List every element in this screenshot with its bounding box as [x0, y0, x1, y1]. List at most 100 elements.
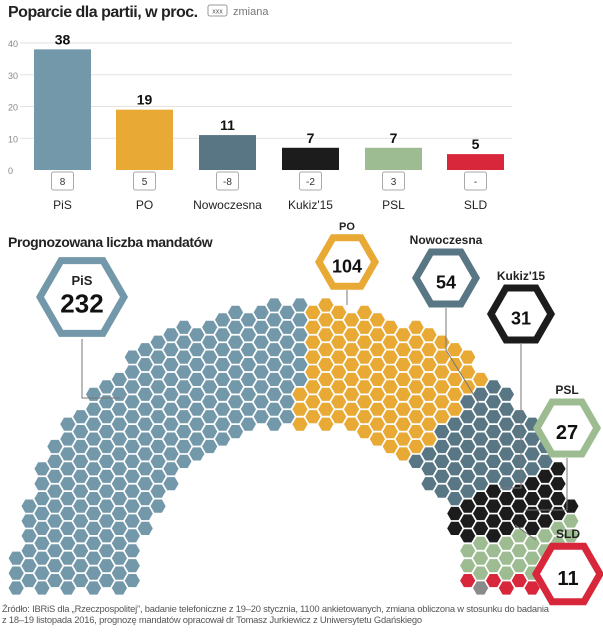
seat-kukiz15 — [460, 499, 476, 513]
seat-pis — [150, 350, 166, 364]
seat-kukiz15 — [524, 492, 540, 506]
seat-pis — [111, 432, 127, 446]
category-label: PSL — [382, 198, 405, 212]
seat-pis — [111, 536, 127, 550]
seat-pis — [202, 320, 218, 334]
seat-pis — [124, 454, 140, 468]
seat-psl — [473, 551, 489, 565]
seat-pis — [73, 410, 89, 424]
seat-pis — [34, 462, 50, 476]
seat-pis — [86, 477, 102, 491]
seat-kukiz15 — [473, 521, 489, 535]
seat-kukiz15 — [498, 492, 514, 506]
seat-po — [344, 387, 360, 401]
seat-po — [356, 395, 373, 409]
seat-pis — [215, 372, 231, 386]
seat-nowoczesna — [473, 462, 489, 476]
seat-po — [395, 387, 411, 401]
seat-nowoczesna — [460, 439, 476, 454]
seat-po — [318, 387, 334, 401]
seat-pis — [227, 395, 244, 409]
bar-pis — [34, 49, 91, 170]
seat-po — [356, 425, 373, 439]
seat-pis — [8, 581, 24, 595]
seat-po — [318, 372, 334, 386]
seat-nowoczesna — [473, 417, 489, 431]
seat-pis — [21, 499, 37, 513]
seat-pis — [150, 469, 166, 483]
seat-pis — [215, 358, 231, 372]
seat-po — [369, 313, 385, 327]
seat-pis — [60, 566, 76, 580]
seat-po — [395, 402, 411, 416]
seat-pis — [111, 506, 127, 521]
change-box — [382, 171, 405, 191]
seat-pis — [124, 559, 140, 573]
seat-pis — [111, 566, 127, 580]
seat-po — [369, 402, 385, 416]
seat-kukiz15 — [460, 529, 476, 543]
seat-pis — [253, 305, 269, 319]
seat-kukiz15 — [498, 521, 514, 535]
seat-po — [460, 365, 476, 379]
seat-pis — [60, 492, 76, 506]
seat-po — [292, 402, 308, 416]
seat-po — [356, 320, 373, 334]
party-label: PiS — [72, 273, 93, 288]
party-label: Nowoczesna — [410, 233, 483, 247]
seat-po — [382, 380, 398, 394]
seat-pis — [279, 365, 295, 379]
seat-po — [292, 387, 308, 401]
seat-pis — [176, 410, 192, 424]
seat-kukiz15 — [473, 506, 489, 521]
seat-pis — [60, 581, 76, 595]
y-tick-label: 40 — [8, 39, 18, 49]
legend-label: zmiana — [233, 6, 269, 18]
seat-pis — [98, 514, 115, 528]
seat-pis — [73, 529, 89, 543]
seat-kukiz15 — [537, 484, 553, 498]
seat-pis — [176, 425, 192, 439]
seat-po — [421, 343, 437, 357]
seat-pis — [189, 387, 205, 401]
seat-kukiz15 — [447, 506, 463, 521]
leader-line — [525, 458, 568, 511]
seat-pis — [98, 380, 115, 394]
seat-kukiz15 — [563, 499, 579, 513]
seat-nowoczesna — [498, 417, 514, 431]
seat-pis — [8, 551, 24, 565]
seat-badge-po — [314, 234, 380, 290]
seat-pis — [202, 395, 218, 409]
seat-nowoczesna — [434, 454, 450, 468]
seat-pis — [137, 447, 153, 461]
seat-pis — [34, 566, 50, 580]
hemicycle-title: Prognozowana liczba mandatów — [8, 234, 213, 250]
seat-pis — [137, 521, 153, 535]
seat-pis — [150, 499, 166, 513]
seat-po — [331, 350, 347, 364]
seat-nowoczesna — [511, 425, 527, 439]
seat-po — [331, 410, 347, 424]
seat-pis — [86, 447, 102, 461]
seat-po — [421, 417, 437, 431]
seat-pis — [86, 521, 102, 535]
seat-kukiz15 — [511, 499, 527, 513]
bar-value-label: 38 — [55, 31, 71, 47]
seat-po — [434, 395, 450, 409]
seat-po — [344, 358, 360, 372]
category-label: PiS — [53, 198, 72, 212]
seat-pis — [111, 477, 127, 491]
seat-nowoczesna — [485, 469, 502, 483]
seat-nowoczesna — [485, 410, 502, 424]
seat-pis — [240, 417, 256, 431]
seat-kukiz15 — [485, 514, 502, 528]
seat-po — [460, 350, 476, 364]
seat-po — [305, 365, 321, 379]
seat-pis — [266, 358, 282, 372]
seat-pis — [124, 514, 140, 528]
seat-pis — [163, 402, 179, 416]
seat-pis — [240, 343, 256, 357]
seat-pis — [150, 365, 166, 379]
seat-pis — [124, 350, 140, 364]
